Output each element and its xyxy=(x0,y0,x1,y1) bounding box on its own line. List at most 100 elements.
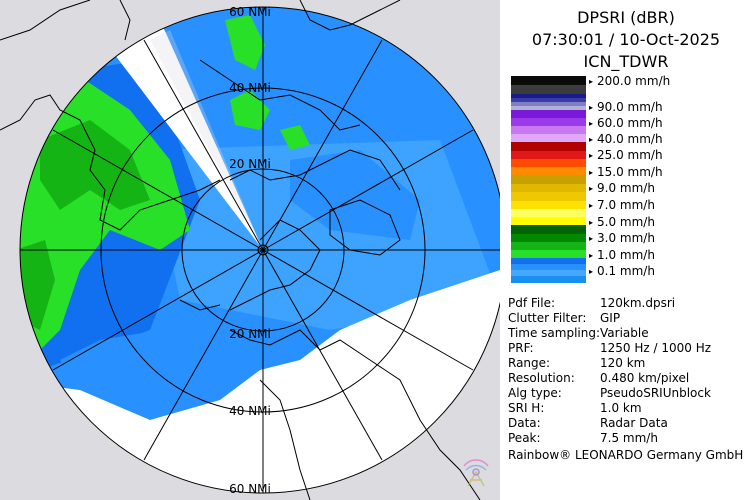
legend-label-text: 0.1 mm/h xyxy=(597,264,655,278)
legend-swatch xyxy=(511,270,586,277)
metadata-value: Variable xyxy=(600,326,649,340)
legend-label: ▸ 5.0 mm/h xyxy=(589,215,655,231)
legend-label-text: 1.0 mm/h xyxy=(597,248,655,262)
legend-swatch xyxy=(511,192,586,201)
metadata-key: Resolution: xyxy=(508,371,575,385)
legend-label: ▸ 90.0 mm/h xyxy=(589,100,663,116)
metadata-key: Time sampling: xyxy=(508,326,601,340)
legend-swatch xyxy=(511,134,586,143)
legend-label-text: 9.0 mm/h xyxy=(597,181,655,195)
metadata-key: Clutter Filter: xyxy=(508,311,587,325)
legend-swatch xyxy=(511,102,586,107)
legend-swatch xyxy=(511,225,586,234)
color-legend: ▸ 200.0 mm/h ▸ 90.0 mm/h ▸ 60.0 mm/h ▸ 40.0 mm/… xyxy=(511,74,751,283)
legend-label: ▸ 0.1 mm/h xyxy=(589,264,655,280)
ring-label-40-bottom: 40 NMi xyxy=(229,404,271,418)
legend-swatch xyxy=(511,209,586,218)
legend-label: ▸ 9.0 mm/h xyxy=(589,181,655,197)
metadata-key: Peak: xyxy=(508,431,541,445)
site-name: ICN_TDWR xyxy=(583,52,669,71)
coastline-layer xyxy=(0,0,481,500)
ring-label-40-top: 40 NMi xyxy=(229,81,271,95)
metadata-value: 120km.dpsri xyxy=(600,296,676,310)
metadata-key: Range: xyxy=(508,356,551,370)
scan-datetime: 07:30:01 / 10-Oct-2025 xyxy=(531,30,721,49)
legend-label: ▸ 1.0 mm/h xyxy=(589,248,655,264)
product-title: DPSRI (dBR) xyxy=(577,8,675,27)
vendor-credit: Rainbow® LEONARDO Germany GmbH xyxy=(508,448,744,462)
legend-swatch xyxy=(511,183,586,193)
legend-tick-icon: ▸ xyxy=(589,201,594,210)
legend-label-text: 5.0 mm/h xyxy=(597,215,655,229)
legend-swatch xyxy=(511,106,586,111)
legend-label: ▸ 40.0 mm/h xyxy=(589,132,663,148)
ring-label-20-bottom: 20 NMi xyxy=(229,327,271,341)
legend-tick-icon: ▸ xyxy=(589,77,594,86)
metadata-key: PRF: xyxy=(508,341,534,355)
legend-label-text: 40.0 mm/h xyxy=(597,132,663,146)
legend-tick-icon: ▸ xyxy=(589,267,594,276)
legend-swatch xyxy=(511,150,586,160)
legend-label: ▸ 15.0 mm/h xyxy=(589,165,663,181)
legend-tick-icon: ▸ xyxy=(589,251,594,260)
legend-tick-icon: ▸ xyxy=(589,151,594,160)
metadata-value: 1.0 km xyxy=(600,401,642,415)
metadata-value: 1250 Hz / 1000 Hz xyxy=(600,341,712,355)
legend-label-text: 200.0 mm/h xyxy=(597,74,671,88)
legend-tick-icon: ▸ xyxy=(589,135,594,144)
metadata-key: Data: xyxy=(508,416,541,430)
radar-map-canvas: 60 NMi 40 NMi 20 NMi 20 NMi 40 NMi 60 NM… xyxy=(0,0,500,500)
legend-swatch xyxy=(511,217,586,226)
legend-swatch xyxy=(511,142,586,151)
legend-swatch xyxy=(511,167,586,176)
ring-label-60-bottom: 60 NMi xyxy=(229,482,271,496)
legend-swatch xyxy=(511,233,586,243)
info-panel: DPSRI (dBR) 07:30:01 / 10-Oct-2025 ICN_T… xyxy=(500,0,752,500)
legend-swatch xyxy=(511,76,586,86)
legend-label: ▸ 60.0 mm/h xyxy=(589,116,663,132)
metadata-value: 120 km xyxy=(600,356,646,370)
legend-swatch xyxy=(511,118,586,127)
legend-label: ▸ 3.0 mm/h xyxy=(589,231,655,247)
metadata-value: PseudoSRIUnblock xyxy=(600,386,711,400)
legend-swatch xyxy=(511,175,586,184)
legend-swatch xyxy=(511,94,586,99)
metadata-value: Radar Data xyxy=(600,416,668,430)
legend-swatch xyxy=(511,85,586,95)
legend-label-text: 15.0 mm/h xyxy=(597,165,663,179)
legend-tick-icon: ▸ xyxy=(589,168,594,177)
legend-label-text: 25.0 mm/h xyxy=(597,148,663,162)
radar-map[interactable]: 60 NMi 40 NMi 20 NMi 20 NMi 40 NMi 60 NM… xyxy=(0,0,500,500)
legend-label-text: 90.0 mm/h xyxy=(597,100,663,114)
legend-label: ▸ 7.0 mm/h xyxy=(589,198,655,214)
ring-label-20-top: 20 NMi xyxy=(229,157,271,171)
legend-label-text: 60.0 mm/h xyxy=(597,116,663,130)
radar-coverage xyxy=(20,7,500,493)
legend-swatch xyxy=(511,200,586,210)
metadata-key: Alg type: xyxy=(508,386,562,400)
ring-label-60-top: 60 NMi xyxy=(229,5,271,19)
legend-label-text: 7.0 mm/h xyxy=(597,198,655,212)
legend-label-text: 3.0 mm/h xyxy=(597,231,655,245)
metadata-key: Pdf File: xyxy=(508,296,556,310)
legend-swatch xyxy=(511,126,586,135)
legend-tick-icon: ▸ xyxy=(589,218,594,227)
legend-tick-icon: ▸ xyxy=(589,103,594,112)
radar-site-marker xyxy=(257,244,269,256)
legend-swatch xyxy=(511,264,586,271)
legend-swatch xyxy=(511,159,586,168)
azimuth-spokes xyxy=(20,7,500,493)
legend-swatch xyxy=(511,98,586,103)
legend-swatch xyxy=(511,242,586,251)
metadata-value: GIP xyxy=(600,311,621,325)
legend-label: ▸ 200.0 mm/h xyxy=(589,74,670,90)
legend-tick-icon: ▸ xyxy=(589,234,594,243)
legend-tick-icon: ▸ xyxy=(589,184,594,193)
legend-swatch xyxy=(511,276,586,283)
legend-label: ▸ 25.0 mm/h xyxy=(589,148,663,164)
legend-swatch xyxy=(511,110,586,119)
legend-swatch xyxy=(511,250,586,259)
metadata-value: 7.5 mm/h xyxy=(600,431,658,445)
legend-swatch xyxy=(511,258,586,265)
